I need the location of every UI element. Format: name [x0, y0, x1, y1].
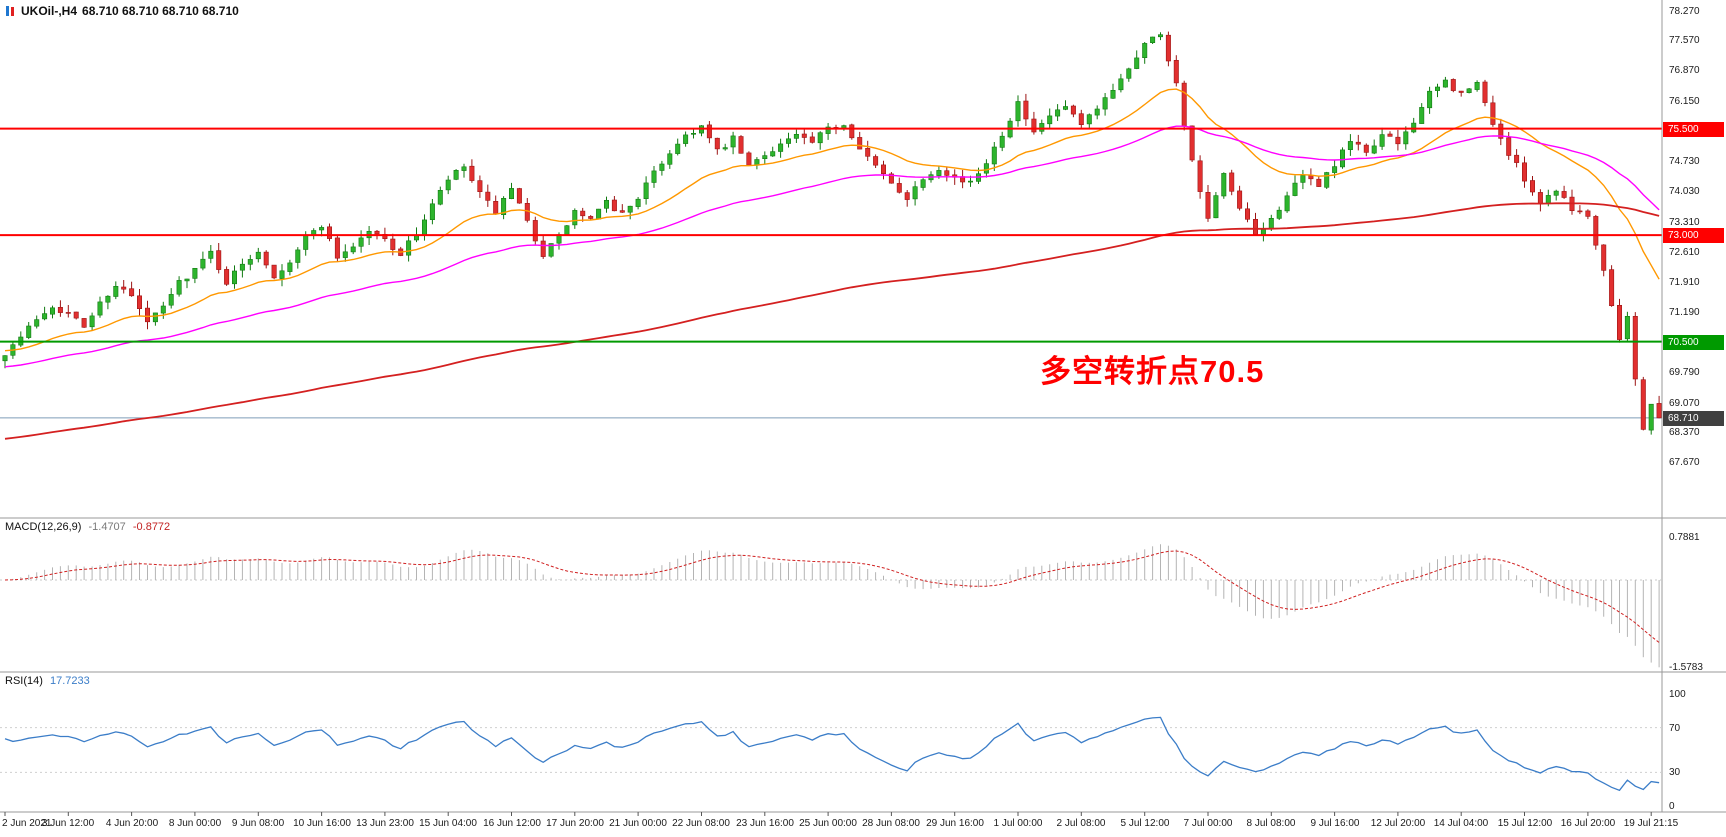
candles	[2, 31, 1662, 435]
rsi-value: 17.7233	[49, 675, 90, 687]
rsi-title: RSI(14) 17.7233	[5, 675, 90, 687]
slow-ma-line	[4, 202, 1660, 440]
mid-ma-line	[4, 125, 1660, 368]
symbol-icon	[6, 6, 14, 16]
rsi-line	[4, 716, 1660, 792]
macd-signal-line	[4, 550, 1660, 643]
fast-ma-line	[4, 88, 1660, 352]
rsi-label: RSI(14)	[5, 675, 43, 687]
macd-histogram	[12, 544, 1660, 668]
chart-title: UKOil-,H4 68.710 68.710 68.710 68.710	[5, 4, 239, 18]
macd-value-signal: -0.8772	[132, 521, 171, 533]
macd-label: MACD(12,26,9)	[5, 521, 82, 533]
ohlc-values: 68.710 68.710 68.710 68.710	[82, 4, 239, 18]
symbol-name: UKOil-,H4	[21, 4, 78, 18]
macd-value-main: -1.4707	[88, 521, 126, 533]
macd-title: MACD(12,26,9) -1.4707 -0.8772	[5, 521, 170, 533]
annotation-text: 多空转折点70.5	[1040, 354, 1265, 389]
